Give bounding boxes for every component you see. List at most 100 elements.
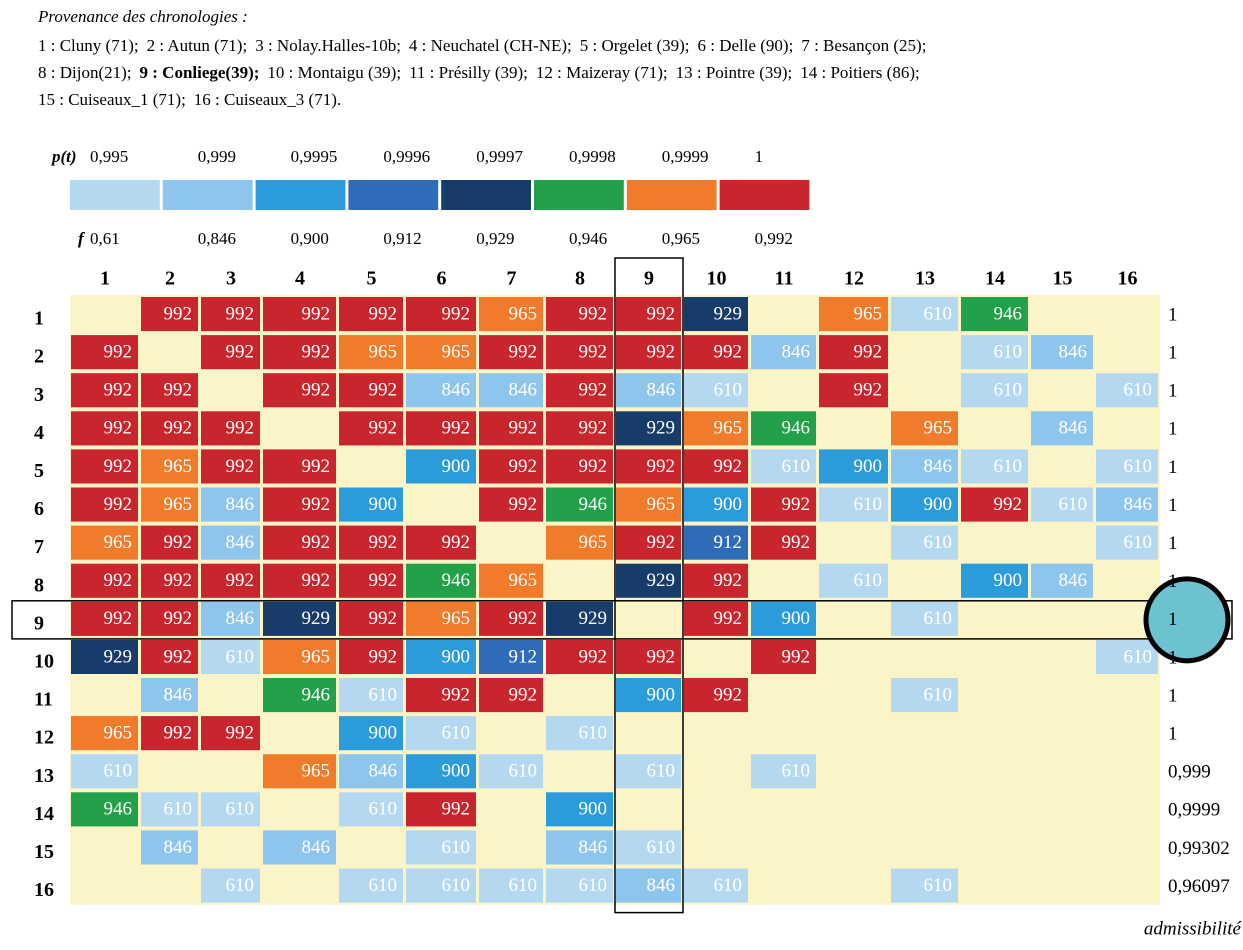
cell (479, 335, 543, 370)
cell (891, 411, 958, 446)
cell (616, 639, 681, 674)
cell-value: 965 (104, 723, 133, 744)
cell (71, 563, 138, 598)
cell (263, 373, 336, 408)
cell-value: 610 (924, 684, 953, 705)
cell-value: 610 (647, 761, 676, 782)
cell (479, 411, 543, 446)
cell (479, 373, 543, 408)
cell-value: 846 (647, 875, 676, 896)
cell (891, 297, 958, 332)
row-label: 9 (34, 612, 44, 634)
cell (263, 449, 336, 484)
cell (546, 525, 613, 560)
provenance-item: 7 : Besançon (25); (801, 36, 926, 55)
cell-value: 992 (164, 570, 193, 591)
cell (1096, 525, 1158, 560)
cell (263, 601, 336, 636)
cell (684, 373, 748, 408)
cell-value: 992 (509, 684, 538, 705)
cell-value: 992 (226, 456, 255, 477)
cell-value: 900 (442, 761, 471, 782)
column-label: 15 (1053, 268, 1073, 290)
cell-value: 992 (442, 418, 471, 439)
cell-value: 846 (164, 684, 193, 705)
provenance-item: 10 : Montaigu (39); (267, 63, 401, 82)
cell-value: 992 (164, 723, 193, 744)
provenance-item: 6 : Delle (90); (697, 36, 793, 55)
cell-value: 846 (579, 837, 608, 858)
cell (616, 678, 681, 713)
cell (891, 449, 958, 484)
cell (546, 868, 613, 903)
cell (961, 449, 1028, 484)
cell (819, 563, 888, 598)
cell (961, 563, 1028, 598)
cell (1096, 487, 1158, 522)
cell-value: 900 (924, 494, 953, 515)
cell-value: 610 (994, 342, 1023, 363)
cell-value: 610 (369, 684, 398, 705)
cell (1096, 639, 1158, 674)
cell-value: 992 (579, 456, 608, 477)
cell (71, 601, 138, 636)
cell (406, 411, 476, 446)
cell (406, 335, 476, 370)
cell (141, 297, 198, 332)
p-value: 0,9995 (291, 147, 338, 166)
provenance-item: 2 : Autun (71); (147, 36, 248, 55)
cell (546, 716, 613, 751)
cell (71, 792, 138, 827)
cell (546, 411, 613, 446)
provenance-title: Provenance des chronologies : (37, 7, 248, 26)
provenance-item: 8 : Dijon(21); (38, 63, 132, 82)
cell (71, 335, 138, 370)
admissibility-value: 1 (1168, 304, 1178, 325)
cell-value: 992 (714, 570, 743, 591)
cell-value: 992 (509, 456, 538, 477)
cell (1031, 335, 1093, 370)
provenance-item: 13 : Pointre (39); (676, 63, 793, 82)
cell-value: 992 (442, 799, 471, 820)
cell-value: 610 (1124, 380, 1153, 401)
provenance-item: 14 : Poitiers (86); (800, 63, 919, 82)
cell-value: 992 (226, 303, 255, 324)
cell-value: 992 (782, 532, 811, 553)
cell (71, 754, 138, 789)
cell-value: 846 (782, 342, 811, 363)
cell (339, 487, 403, 522)
cell (141, 563, 198, 598)
f-value: 0,946 (569, 229, 607, 248)
row-label: 10 (34, 651, 54, 673)
cell (479, 297, 543, 332)
provenance-item: 9 : Conliege(39); (140, 63, 260, 82)
cell-value: 846 (509, 380, 538, 401)
cell (406, 754, 476, 789)
cell-value: 992 (226, 418, 255, 439)
cell (406, 830, 476, 865)
provenance-item: 12 : Maizeray (71); (536, 63, 668, 82)
cell-value: 992 (104, 570, 133, 591)
provenance-item: 4 : Neuchatel (CH-NE); (409, 36, 572, 55)
cell (684, 411, 748, 446)
cell-value: 610 (226, 799, 255, 820)
column-label: 12 (844, 268, 864, 290)
cell-value: 912 (509, 646, 538, 667)
cell (819, 297, 888, 332)
provenance-item: 5 : Orgelet (39); (580, 36, 690, 55)
admissibility-value: 1 (1168, 609, 1178, 630)
cell (141, 373, 198, 408)
cell-value: 992 (104, 608, 133, 629)
cell (406, 449, 476, 484)
cell-value: 992 (302, 456, 331, 477)
cell (751, 411, 816, 446)
cell (71, 525, 138, 560)
cell-value: 965 (714, 418, 743, 439)
cell-value: 992 (647, 456, 676, 477)
cell-value: 929 (714, 303, 743, 324)
cell (546, 792, 613, 827)
cell (546, 601, 613, 636)
row-label: 16 (34, 879, 54, 901)
cell-value: 965 (164, 456, 193, 477)
admissibility-value: 1 (1168, 419, 1178, 440)
